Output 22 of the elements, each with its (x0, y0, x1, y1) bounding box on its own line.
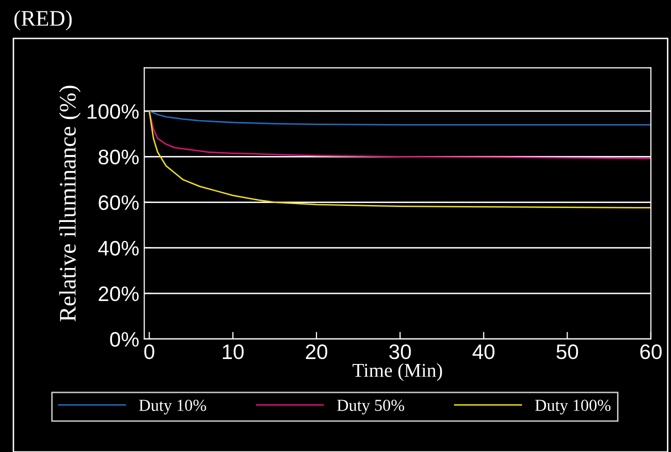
y-axis-title: Relative illuminance (%) (59, 86, 81, 322)
chart-title: (RED) (14, 10, 72, 30)
x-tick-label: 40 (472, 344, 494, 360)
x-tick-label: 20 (306, 344, 328, 360)
x-tick-label: 0 (144, 344, 154, 360)
y-tick-label: 100% (88, 104, 139, 119)
line-series (148, 110, 651, 160)
legend-label: Duty 10% (139, 400, 206, 414)
x-tick-label: 60 (640, 344, 662, 360)
y-tick-label: 80% (98, 150, 139, 164)
line-series (148, 110, 651, 208)
legend-label: Duty 100% (535, 400, 611, 414)
x-axis-title: Time (Min) (352, 363, 442, 381)
y-tick-label: 40% (98, 240, 139, 256)
y-tick-label: 20% (98, 286, 139, 302)
x-tick-label: 30 (389, 344, 411, 360)
y-tick-label: 60% (98, 195, 139, 210)
x-tick-label: 50 (556, 344, 578, 360)
line-series (148, 110, 651, 126)
x-tick-label: 10 (222, 344, 244, 360)
y-tick-label: 0% (110, 332, 139, 347)
legend-label: Duty 50% (337, 400, 404, 414)
